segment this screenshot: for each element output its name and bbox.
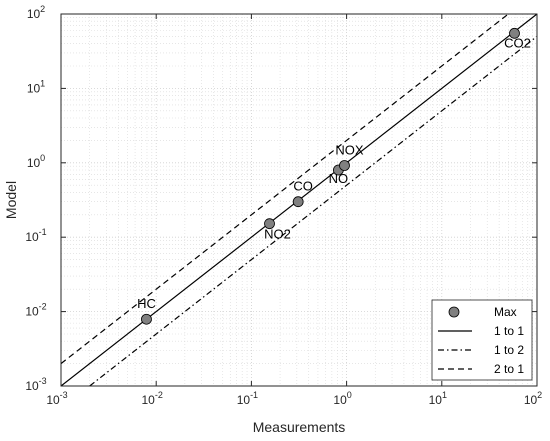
data-point-NOX	[339, 160, 350, 171]
x-tick-label: 102	[524, 390, 542, 407]
y-axis-title: Model	[3, 181, 19, 219]
data-label-NOX: NOX	[335, 142, 364, 157]
y-tick-label: 102	[27, 4, 45, 21]
legend: Max 1 to 1 1 to 2 2 to 1	[431, 299, 533, 381]
reference-line-1-to-2	[89, 35, 538, 387]
x-tick-label: 100	[333, 390, 351, 407]
legend-box	[431, 299, 533, 381]
data-point-NO2	[264, 218, 275, 230]
data-label-NO: NO	[329, 171, 349, 186]
x-tick-label: 101	[429, 390, 447, 407]
y-tick-label: 101	[27, 78, 45, 95]
legend-label: 1 to 1	[494, 324, 524, 338]
y-tick-label: 10-2	[25, 302, 46, 319]
reference-line-2-to-1	[60, 13, 509, 365]
y-tick-label: 10-1	[25, 227, 46, 244]
plot-frame	[60, 13, 538, 387]
data-label-CO2: CO2	[504, 35, 531, 50]
data-point-HC	[141, 313, 152, 325]
data-label-CO: CO	[293, 179, 313, 194]
legend-label: 2 to 1	[494, 362, 524, 376]
x-tick-label: 10-3	[46, 390, 67, 407]
legend-marker	[448, 306, 460, 318]
axis-ticks: 10-3 10-2 10-1 100 101 102 10-3 10-2 10-1 100 101 1…	[25, 4, 542, 407]
y-tick-label: 10-3	[25, 376, 46, 393]
data-point-CO2	[509, 27, 520, 39]
x-axis-title: Measurements	[253, 419, 346, 435]
data-points: HC NO2 CO NO NOX CO2	[137, 27, 531, 325]
data-label-HC: HC	[137, 296, 156, 311]
data-point-CO	[292, 196, 304, 208]
y-tick-label: 100	[27, 153, 45, 170]
data-label-NO2: NO2	[264, 227, 291, 242]
x-tick-label: 10-2	[142, 390, 163, 407]
legend-label: Max	[494, 305, 517, 319]
legend-label: 1 to 2	[494, 343, 524, 357]
x-tick-label: 10-1	[237, 390, 258, 407]
